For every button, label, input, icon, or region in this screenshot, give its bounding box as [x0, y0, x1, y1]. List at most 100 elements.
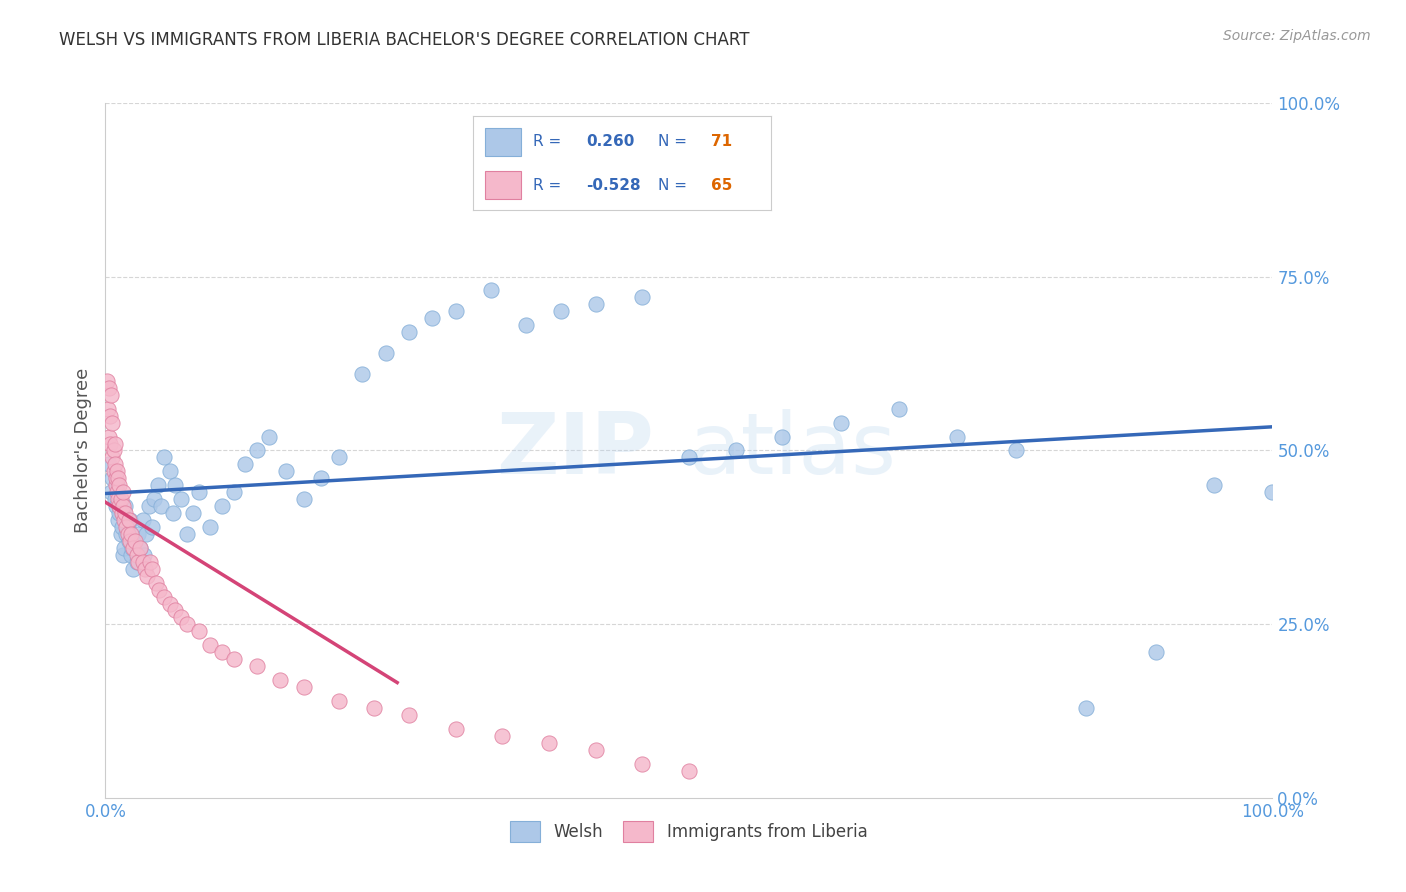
Point: [946, 429, 969, 443]
Point: [105, 464, 128, 478]
Point: [159, 597, 181, 611]
Point: [631, 290, 654, 304]
Point: [246, 443, 269, 458]
Point: [124, 533, 146, 548]
Text: ZIP: ZIP: [496, 409, 654, 492]
Point: [150, 499, 173, 513]
Point: [139, 555, 162, 569]
Point: [292, 680, 315, 694]
Point: [127, 555, 149, 569]
Point: [97, 381, 120, 395]
Point: [187, 485, 209, 500]
Point: [352, 367, 374, 381]
Point: [328, 450, 350, 465]
Point: [585, 297, 607, 311]
Point: [246, 659, 269, 673]
Point: [515, 318, 537, 333]
Point: [170, 610, 193, 624]
Point: [111, 485, 134, 500]
Point: [111, 506, 134, 520]
Point: [101, 416, 124, 430]
Point: [111, 548, 134, 562]
Point: [118, 533, 141, 548]
Point: [724, 443, 747, 458]
Point: [101, 471, 124, 485]
Point: [146, 478, 169, 492]
Legend: Welsh, Immigrants from Liberia: Welsh, Immigrants from Liberia: [503, 814, 875, 849]
Point: [153, 590, 174, 604]
Y-axis label: Bachelor's Degree: Bachelor's Degree: [73, 368, 91, 533]
Point: [97, 429, 120, 443]
Point: [125, 548, 148, 562]
Point: [444, 304, 467, 318]
Point: [141, 562, 163, 576]
Point: [135, 527, 157, 541]
Point: [132, 548, 155, 562]
Point: [1202, 478, 1225, 492]
Point: [257, 429, 280, 443]
Point: [1074, 701, 1097, 715]
Point: [121, 541, 143, 555]
Point: [110, 527, 132, 541]
Point: [124, 533, 146, 548]
Point: [170, 492, 193, 507]
Point: [420, 311, 443, 326]
Point: [235, 458, 257, 472]
Point: [114, 499, 136, 513]
Point: [550, 304, 572, 318]
Point: [100, 485, 122, 500]
Point: [159, 464, 181, 478]
Point: [176, 527, 198, 541]
Point: [491, 729, 513, 743]
Point: [537, 736, 560, 750]
Point: [101, 450, 124, 465]
Point: [181, 506, 204, 520]
Point: [162, 506, 184, 520]
Point: [104, 436, 127, 450]
Point: [125, 555, 148, 569]
Point: [117, 520, 139, 534]
Point: [132, 513, 155, 527]
Point: [398, 325, 420, 339]
Point: [678, 764, 700, 778]
Point: [165, 478, 187, 492]
Point: [363, 701, 385, 715]
Point: [143, 492, 166, 507]
Point: [138, 499, 160, 513]
Point: [444, 722, 467, 736]
Point: [165, 603, 187, 617]
Point: [222, 652, 245, 666]
Point: [200, 638, 222, 652]
Point: [107, 492, 129, 507]
Point: [108, 499, 131, 513]
Point: [222, 485, 245, 500]
Point: [311, 471, 333, 485]
Point: [112, 541, 135, 555]
Point: [115, 527, 138, 541]
Point: [134, 562, 156, 576]
Text: atlas: atlas: [689, 409, 897, 492]
Point: [1144, 645, 1167, 659]
Point: [104, 478, 127, 492]
Point: [887, 401, 910, 416]
Point: [129, 541, 152, 555]
Point: [830, 416, 852, 430]
Point: [141, 520, 163, 534]
Point: [631, 756, 654, 771]
Point: [107, 471, 129, 485]
Point: [117, 527, 139, 541]
Point: [153, 450, 174, 465]
Point: [328, 694, 350, 708]
Point: [136, 568, 159, 582]
Point: [110, 492, 132, 507]
Text: WELSH VS IMMIGRANTS FROM LIBERIA BACHELOR'S DEGREE CORRELATION CHART: WELSH VS IMMIGRANTS FROM LIBERIA BACHELO…: [59, 31, 749, 49]
Point: [118, 533, 141, 548]
Point: [120, 527, 142, 541]
Point: [292, 492, 315, 507]
Point: [114, 506, 136, 520]
Point: [115, 520, 138, 534]
Point: [107, 513, 129, 527]
Point: [1261, 485, 1284, 500]
Point: [122, 541, 145, 555]
Point: [97, 458, 120, 472]
